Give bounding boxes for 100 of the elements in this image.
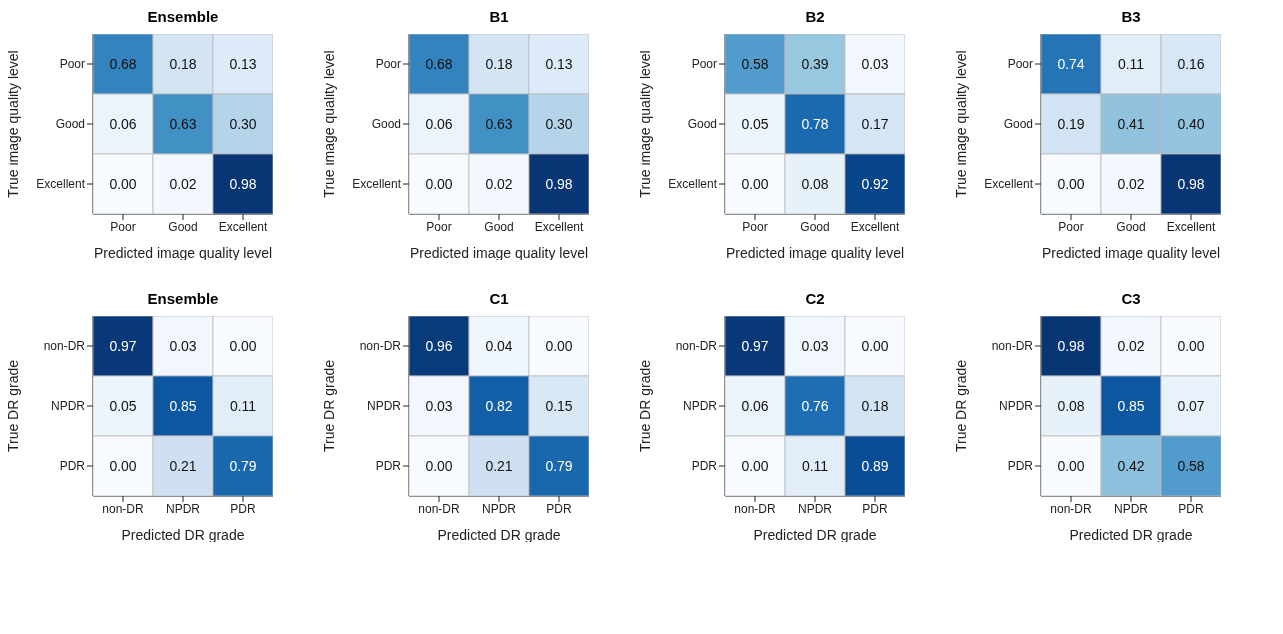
data-label: 0.21 xyxy=(485,458,513,474)
y-tick-label: Poor xyxy=(1007,57,1033,72)
data-label: 0.02 xyxy=(1117,176,1145,192)
data-label: 0.00 xyxy=(1057,458,1085,474)
data-label: 0.85 xyxy=(169,398,197,414)
x-tick-label: non-DR xyxy=(102,501,144,516)
data-label: 0.30 xyxy=(229,116,257,132)
data-label: 0.11 xyxy=(229,398,257,414)
data-label: 0.68 xyxy=(109,56,137,72)
chart-title: Ensemble xyxy=(146,290,220,309)
x-tick-label: non-DR xyxy=(734,501,776,516)
data-label: 0.17 xyxy=(861,116,889,132)
x-tick-label: Excellent xyxy=(218,219,269,234)
y-tick-label: Excellent xyxy=(352,177,402,192)
data-label: 0.18 xyxy=(485,56,513,72)
data-label: 0.06 xyxy=(425,116,453,132)
data-label: 0.41 xyxy=(1117,116,1145,132)
y-tick-label: Excellent xyxy=(984,177,1034,192)
data-label: 0.79 xyxy=(229,458,257,474)
data-label: 0.00 xyxy=(229,338,257,354)
x-tick-label: NPDR xyxy=(797,501,833,516)
x-axis-title: Predicted image quality level xyxy=(409,245,589,261)
data-label: 0.04 xyxy=(485,338,513,354)
data-label: 0.08 xyxy=(1057,398,1085,414)
x-axis-title: Predicted DR grade xyxy=(753,527,877,543)
chart-title: B2 xyxy=(804,8,826,27)
x-tick-label: Excellent xyxy=(534,219,585,234)
data-label: 0.00 xyxy=(741,458,769,474)
data-label: 0.11 xyxy=(1117,56,1145,72)
data-label: 0.96 xyxy=(425,338,453,354)
x-tick-label: Good xyxy=(168,219,198,234)
y-tick-label: Poor xyxy=(59,57,85,72)
data-label: 0.97 xyxy=(109,338,137,354)
data-label: 0.79 xyxy=(545,458,573,474)
data-label: 0.03 xyxy=(801,338,829,354)
y-tick-label: NPDR xyxy=(366,399,402,414)
x-tick-label: PDR xyxy=(862,501,888,516)
data-label: 0.68 xyxy=(425,56,453,72)
y-tick-label: NPDR xyxy=(50,399,86,414)
x-tick-label: PDR xyxy=(1178,501,1204,516)
data-label: 0.03 xyxy=(169,338,197,354)
data-label: 0.00 xyxy=(425,458,453,474)
x-axis-title: Predicted DR grade xyxy=(437,527,561,543)
y-axis-title: True image quality level xyxy=(320,50,337,198)
y-tick-label: PDR xyxy=(691,459,718,474)
data-label: 0.02 xyxy=(1117,338,1145,354)
y-tick-label: Poor xyxy=(375,57,401,72)
y-tick-label: non-DR xyxy=(359,339,402,354)
x-tick-label: Poor xyxy=(110,219,136,234)
data-label: 0.92 xyxy=(861,176,889,192)
data-label: 0.58 xyxy=(741,56,769,72)
data-label: 0.03 xyxy=(425,398,453,414)
data-label: 0.06 xyxy=(741,398,769,414)
data-label: 0.30 xyxy=(545,116,573,132)
data-label: 0.42 xyxy=(1117,458,1145,474)
y-tick-label: non-DR xyxy=(43,339,86,354)
data-label: 0.78 xyxy=(801,116,829,132)
data-label: 0.07 xyxy=(1177,398,1205,414)
x-tick-label: non-DR xyxy=(418,501,460,516)
x-tick-label: non-DR xyxy=(1050,501,1092,516)
data-label: 0.05 xyxy=(109,398,137,414)
x-axis-title: Predicted DR grade xyxy=(121,527,245,543)
data-label: 0.18 xyxy=(169,56,197,72)
y-tick-label: PDR xyxy=(1007,459,1034,474)
data-label: 0.82 xyxy=(485,398,513,414)
data-label: 0.15 xyxy=(545,398,573,414)
x-tick-label: Excellent xyxy=(1166,219,1217,234)
data-label: 0.00 xyxy=(741,176,769,192)
x-axis-title: Predicted image quality level xyxy=(725,245,905,261)
data-label: 0.06 xyxy=(109,116,137,132)
data-label: 0.97 xyxy=(741,338,769,354)
y-tick-label: PDR xyxy=(375,459,402,474)
data-label: 0.89 xyxy=(861,458,889,474)
y-tick-label: non-DR xyxy=(675,339,718,354)
data-label: 0.00 xyxy=(1057,176,1085,192)
y-tick-label: Excellent xyxy=(668,177,718,192)
data-label: 0.11 xyxy=(801,458,829,474)
chart-title: C1 xyxy=(488,290,510,309)
chart-title: B1 xyxy=(488,8,510,27)
y-axis-title: True DR grade xyxy=(636,359,653,453)
data-label: 0.63 xyxy=(169,116,197,132)
x-tick-label: PDR xyxy=(546,501,572,516)
data-label: 0.13 xyxy=(229,56,257,72)
data-label: 0.05 xyxy=(741,116,769,132)
x-tick-label: Poor xyxy=(1058,219,1084,234)
data-label: 0.85 xyxy=(1117,398,1145,414)
y-axis-title: True image quality level xyxy=(636,50,653,198)
y-tick-label: Good xyxy=(55,117,85,132)
data-label: 0.08 xyxy=(801,176,829,192)
data-label: 0.58 xyxy=(1177,458,1205,474)
data-label: 0.19 xyxy=(1057,116,1085,132)
y-axis-title: True DR grade xyxy=(952,359,969,453)
data-label: 0.00 xyxy=(109,176,137,192)
x-axis-title: Predicted DR grade xyxy=(1069,527,1193,543)
y-tick-label: PDR xyxy=(59,459,86,474)
y-tick-label: NPDR xyxy=(998,399,1034,414)
data-label: 0.98 xyxy=(545,176,573,192)
data-label: 0.98 xyxy=(1057,338,1085,354)
x-tick-label: NPDR xyxy=(1113,501,1149,516)
data-label: 0.03 xyxy=(861,56,889,72)
